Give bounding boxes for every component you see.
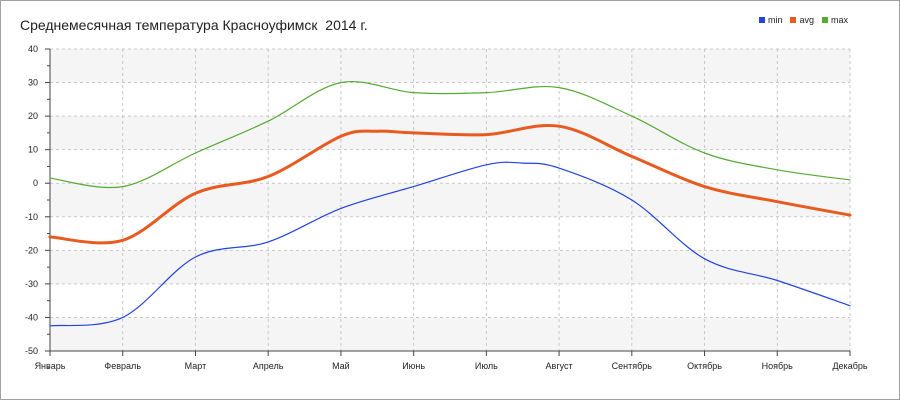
legend-label-min: min (767, 15, 783, 25)
legend-swatch-min (758, 17, 765, 23)
x-tick-label: Сентябрь (612, 361, 653, 371)
grid-band (50, 317, 850, 351)
x-tick-label: Февраль (104, 361, 141, 371)
series-line-min (49, 161, 851, 327)
legend-swatch-avg (790, 17, 797, 23)
legend-item-min: min (758, 15, 783, 25)
legend-item-avg: avg (790, 15, 814, 25)
y-tick-label: 20 (28, 111, 38, 121)
legend-swatch-max (821, 17, 828, 23)
x-tick-label: Январь (35, 361, 66, 371)
y-tick-label: -50 (25, 346, 38, 356)
grid-band (50, 183, 850, 217)
chart-title: Среднемесячная температура Красноуфимск … (20, 17, 368, 33)
legend-label-avg: avg (799, 15, 814, 25)
series-line-avg (48, 123, 852, 245)
series-line-max (49, 81, 851, 189)
y-tick-label: -10 (25, 212, 38, 222)
grid-band (50, 250, 850, 284)
legend-item-max: max (821, 15, 848, 25)
x-tick-label: Март (185, 361, 207, 371)
y-tick-label: 0 (33, 178, 38, 188)
x-tick-label: Ноябрь (762, 361, 794, 371)
y-tick-label: 40 (28, 44, 38, 54)
x-tick-label: Июнь (402, 361, 425, 371)
legend: min avg max (758, 15, 848, 25)
y-tick-label: -30 (25, 279, 38, 289)
y-tick-label: 30 (28, 78, 38, 88)
y-tick-label: -40 (25, 312, 38, 322)
x-tick-label: Апрель (253, 361, 284, 371)
grid-band (50, 49, 850, 83)
x-tick-label: Октябрь (687, 361, 722, 371)
y-tick-label: -20 (25, 245, 38, 255)
x-tick-label: Август (546, 361, 573, 371)
x-tick-label: Май (332, 361, 350, 371)
x-tick-label: Июль (475, 361, 498, 371)
x-tick-label: Декабрь (832, 361, 867, 371)
y-tick-label: 10 (28, 145, 38, 155)
legend-label-max: max (830, 15, 848, 25)
